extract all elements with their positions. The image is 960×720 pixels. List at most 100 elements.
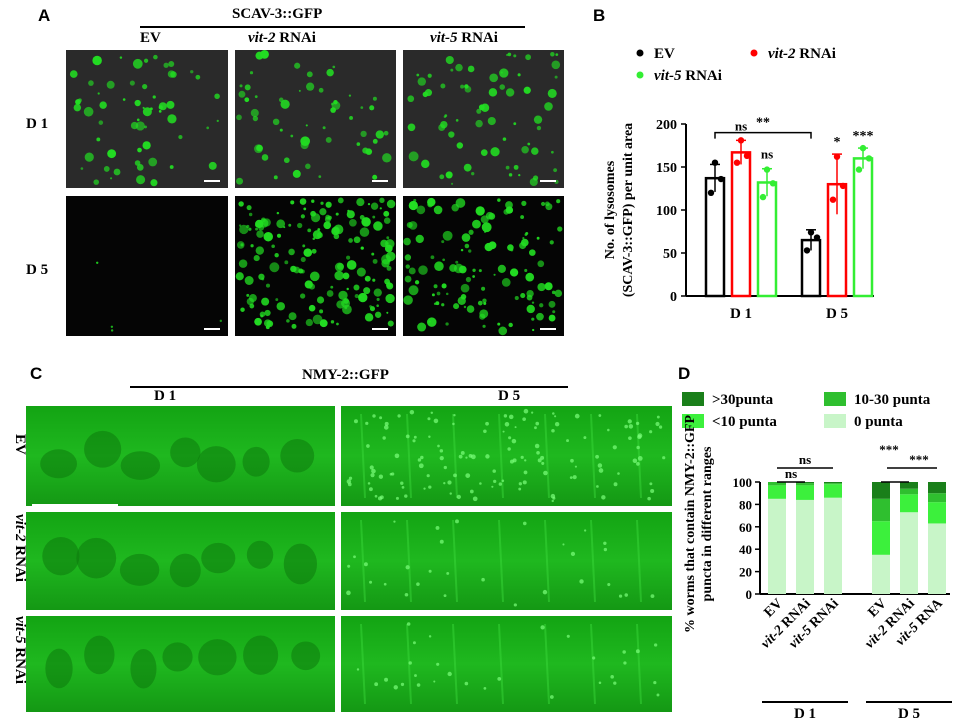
bar-segment--10-punta — [824, 484, 842, 498]
panel-a-col-vit2: vit-2 RNAi — [248, 30, 316, 46]
data-point — [865, 155, 873, 162]
data-point — [707, 189, 715, 196]
sig-label: ns — [735, 118, 747, 133]
sig-label: *** — [909, 452, 929, 467]
scale-bar — [372, 180, 388, 182]
y-tick-label: 20 — [739, 565, 752, 580]
data-point — [737, 137, 745, 144]
scale-bar — [32, 504, 118, 507]
y-tick-label: 40 — [739, 542, 752, 557]
bar-segment--30punta — [872, 482, 890, 499]
bar-segment--10-punta — [928, 502, 946, 524]
legend-label: 10-30 punta — [854, 392, 931, 408]
bar-segment-10-30-punta — [824, 483, 842, 485]
bar-segment-0-punta — [796, 499, 814, 594]
y-tick-label: 0 — [746, 587, 753, 602]
legend-swatch — [824, 392, 846, 406]
group-label: D 1 — [794, 706, 816, 718]
sig-bracket-label: ** — [756, 116, 770, 131]
legend-label: <10 punta — [712, 414, 777, 430]
panel-a-letter: A — [38, 6, 51, 25]
group-label: D 5 — [898, 706, 920, 718]
legend-marker — [636, 49, 644, 57]
y-tick-label: 100 — [656, 204, 677, 219]
panel-d-chart: >30punta 10-30 punta <10 punta 0 punta 0 20 40… — [682, 392, 952, 718]
data-point — [855, 166, 863, 173]
y-tick-label: 0 — [670, 290, 677, 305]
y-axis-label: % worms that contain NMY-2::GFP puncta in… — [683, 415, 715, 633]
micrograph-3 — [403, 50, 564, 188]
legend-swatch — [682, 414, 704, 428]
panel-a-col-vit5: vit-5 RNAi — [430, 30, 498, 46]
y-label-line2: (SCAV-3::GFP) per unit area — [621, 123, 636, 297]
bar-vit-5-RNAi-2 — [852, 157, 874, 298]
bar-vit-5-RNAi-1 — [756, 181, 778, 298]
panel-a-title-rule — [140, 26, 525, 28]
scale-bar — [540, 180, 556, 182]
y-label-line1: No. of lysosomes — [603, 160, 618, 259]
bar-segment-10-30-punta — [872, 498, 890, 522]
data-point — [769, 180, 777, 187]
data-point — [759, 193, 767, 201]
scale-bar — [540, 328, 556, 330]
panel-a-title: SCAV-3::GFP — [232, 6, 323, 22]
legend-marker — [750, 49, 758, 57]
bar-segment-0-punta — [872, 554, 890, 594]
y-tick-label: 50 — [663, 247, 677, 262]
data-point — [807, 229, 815, 236]
sig-label: * — [834, 135, 841, 150]
bar-segment-10-30-punta — [796, 483, 814, 486]
data-point — [763, 166, 771, 173]
panel-a-row-d1: D 1 — [26, 116, 49, 132]
panel-d-letter: D — [678, 364, 691, 383]
legend-swatch — [824, 414, 846, 428]
bar-segment-0-punta — [900, 512, 918, 594]
nmy2-micrograph-3 — [26, 512, 335, 610]
data-point — [803, 247, 811, 254]
x-tick-label: D 5 — [826, 306, 848, 322]
legend-label: EV — [654, 46, 675, 62]
data-point — [839, 182, 847, 190]
sig-label: ns — [799, 452, 811, 467]
data-point — [859, 144, 867, 152]
micrograph-2 — [235, 50, 396, 188]
legend-label: >30punta — [712, 392, 774, 408]
y-tick-label: 100 — [733, 475, 753, 490]
panel-b-letter: B — [593, 6, 606, 25]
sig-label: ns — [785, 466, 797, 481]
bar-segment-10-30-punta — [900, 488, 918, 495]
bar-segment--10-punta — [768, 485, 786, 499]
nmy2-micrograph-5 — [26, 616, 335, 712]
scale-bar — [204, 180, 220, 182]
y-tick-label: 200 — [656, 118, 677, 133]
data-point — [813, 234, 821, 241]
panel-c-title-rule — [130, 386, 568, 388]
y-tick-label: 150 — [656, 161, 677, 176]
micrograph-1 — [66, 50, 228, 188]
legend-label: vit-2 RNAi — [768, 46, 836, 62]
y-label-line1: % worms that contain NMY-2::GFP — [683, 415, 698, 633]
panel-a-row-d5: D 5 — [26, 262, 49, 278]
x-tick-label: D 1 — [730, 306, 752, 322]
data-point — [711, 159, 719, 166]
panel-c-images — [26, 406, 672, 712]
bar-segment-0-punta — [768, 498, 786, 594]
data-point — [717, 175, 725, 183]
micrograph-5 — [235, 196, 396, 336]
panel-c-col-d1: D 1 — [154, 388, 177, 404]
panel-c-title: NMY-2::GFP — [302, 367, 389, 383]
data-point — [733, 159, 741, 166]
data-point — [833, 153, 841, 160]
bar-segment-10-30-punta — [928, 493, 946, 503]
scale-bar — [204, 328, 220, 330]
panel-a-images — [66, 50, 564, 336]
y-axis-label: No. of lysosomes (SCAV-3::GFP) per unit a… — [603, 123, 636, 297]
bar-segment--30punta — [900, 482, 918, 489]
data-point — [743, 152, 751, 160]
bar-segment-0-punta — [824, 497, 842, 594]
scale-bar — [372, 328, 388, 330]
bar-segment-0-punta — [928, 523, 946, 594]
micrograph-4 — [66, 196, 228, 336]
